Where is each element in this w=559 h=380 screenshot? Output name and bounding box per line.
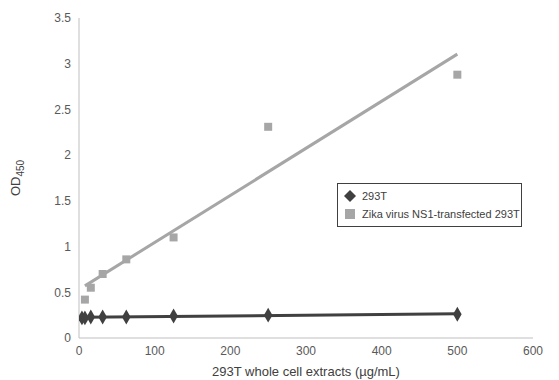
- svg-text:0: 0: [76, 344, 83, 358]
- svg-text:3.5: 3.5: [54, 11, 71, 25]
- svg-text:3: 3: [64, 57, 71, 71]
- svg-text:200: 200: [220, 344, 240, 358]
- svg-text:100: 100: [145, 344, 165, 358]
- svg-text:0: 0: [64, 331, 71, 345]
- svg-text:293T whole cell extracts (µg/m: 293T whole cell extracts (µg/mL): [212, 364, 400, 379]
- svg-text:300: 300: [296, 344, 316, 358]
- svg-text:1: 1: [64, 240, 71, 254]
- html-text:293T: 293T: [362, 190, 388, 202]
- svg-text:0.5: 0.5: [54, 286, 71, 300]
- svg-text:1.5: 1.5: [54, 194, 71, 208]
- svg-text:500: 500: [447, 344, 467, 358]
- svg-text:OD450: OD450: [8, 159, 26, 196]
- html-text:Zika virus NS1-transfected 293: Zika virus NS1-transfected 293T: [362, 208, 520, 220]
- svg-text:2: 2: [64, 148, 71, 162]
- svg-text:600: 600: [523, 344, 543, 358]
- svg-text:2.5: 2.5: [54, 103, 71, 117]
- svg-text:400: 400: [372, 344, 392, 358]
